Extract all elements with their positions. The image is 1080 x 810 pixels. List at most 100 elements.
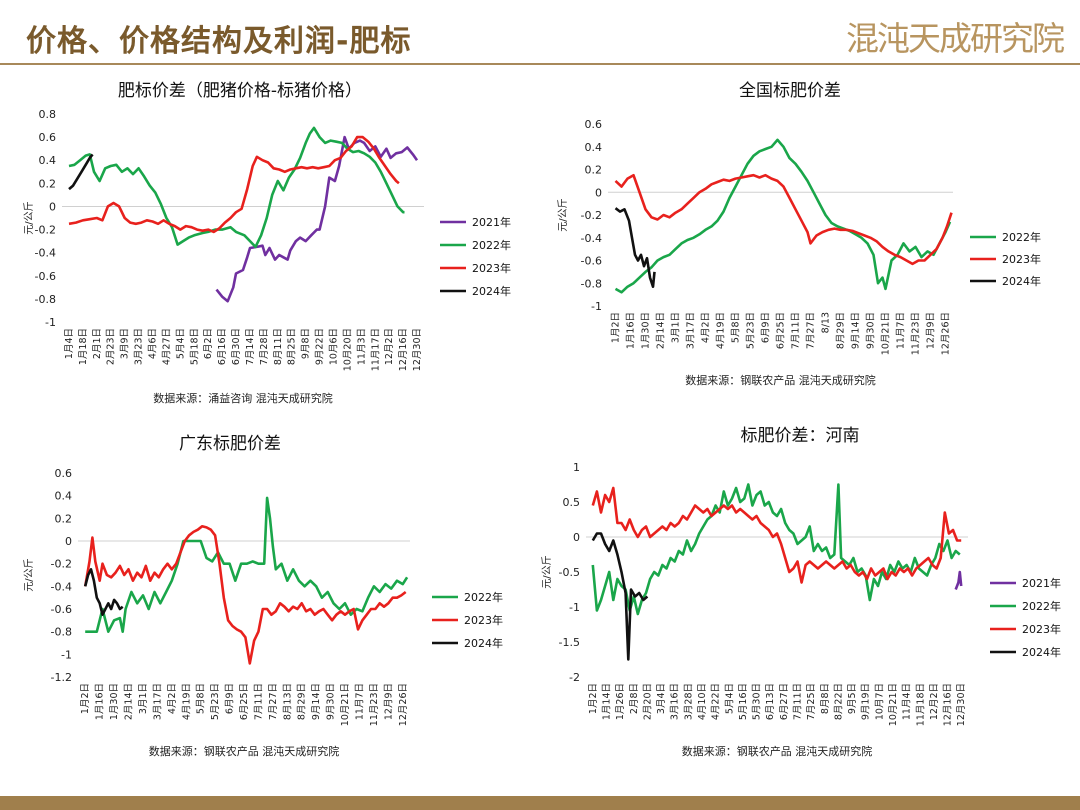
x-tick-label: 6月25日 bbox=[239, 683, 250, 720]
series-line-2023年 bbox=[83, 525, 407, 665]
y-tick-label: -1 bbox=[591, 300, 602, 313]
y-tick-label: -1 bbox=[61, 648, 72, 661]
legend-label: 2023年 bbox=[472, 261, 511, 275]
x-tick-label: 3月17日 bbox=[686, 312, 697, 349]
x-tick-label: 5月23日 bbox=[210, 683, 221, 720]
x-tick-label: 6月13日 bbox=[765, 683, 776, 720]
x-tick-label: 12月16日 bbox=[398, 328, 409, 371]
y-tick-label: -0.6 bbox=[35, 270, 56, 283]
x-tick-label: 3月4日 bbox=[656, 683, 667, 714]
x-tick-label: 8/13 bbox=[821, 312, 832, 333]
y-tick-label: 1 bbox=[573, 461, 580, 474]
x-tick-label: 7月11日 bbox=[253, 683, 264, 720]
y-tick-label: 0.2 bbox=[39, 177, 57, 190]
chart-source: 数据来源：钢联农产品 混沌天成研究院 bbox=[149, 744, 340, 758]
x-tick-label: 2月1日 bbox=[92, 328, 103, 359]
x-tick-label: 12月30日 bbox=[956, 683, 967, 726]
chart-title: 标肥价差：河南 bbox=[741, 426, 860, 446]
x-tick-label: 9月19日 bbox=[861, 683, 872, 720]
legend-label: 2021年 bbox=[472, 215, 511, 229]
chart-panel-guangdong-spread: 广东标肥价差 0.6 0.4 0.2 0 -0.2 -0.4 -0.6 -0.8 -1 -1.2 元/… bbox=[20, 425, 520, 770]
x-tick-label: 1月30日 bbox=[109, 683, 120, 720]
x-tick-label: 10月20日 bbox=[342, 328, 353, 371]
y-tick-label: -0.6 bbox=[581, 255, 602, 268]
x-tick-label: 1月2日 bbox=[611, 312, 622, 343]
y-tick-label: 0.6 bbox=[585, 118, 603, 131]
x-tick-label: 2月14日 bbox=[124, 683, 135, 720]
y-tick-label: 0.6 bbox=[39, 131, 57, 144]
x-tick-label: 3月17日 bbox=[152, 683, 163, 720]
page-title: 价格、价格结构及利润-肥标 bbox=[26, 24, 412, 59]
x-tick-label: 3月28日 bbox=[683, 683, 694, 720]
x-tick-label: 5月8日 bbox=[196, 683, 207, 714]
series-line-2024年 bbox=[68, 153, 94, 191]
chart-title: 肥标价差（肥猪价格-标猪价格） bbox=[118, 81, 362, 101]
y-tick-label: 0 bbox=[65, 535, 72, 548]
y-tick-label: -1 bbox=[569, 601, 580, 614]
x-tick-label: 8月8日 bbox=[820, 683, 831, 714]
x-tick-label: 12月26日 bbox=[398, 683, 409, 726]
x-tick-label: 4月22日 bbox=[711, 683, 722, 720]
x-tick-label: 5月23日 bbox=[746, 312, 757, 349]
y-tick-label: -0.4 bbox=[35, 247, 56, 260]
chart-panel-national-spread: 全国标肥价差 0.6 0.4 0.2 0 -0.2 -0.4 -0.6 -0.8 -1 元/公斤 1月… bbox=[550, 72, 1070, 412]
x-tick-label: 3月1日 bbox=[671, 312, 682, 343]
y-tick-label: -0.8 bbox=[581, 277, 602, 290]
x-tick-label: 3月16日 bbox=[670, 683, 681, 720]
x-tick-label: 3月23日 bbox=[134, 328, 145, 365]
x-tick-label: 7月11日 bbox=[792, 683, 803, 720]
x-tick-label: 10月6日 bbox=[329, 328, 340, 365]
chart-source: 数据来源：涌益咨询 混沌天成研究院 bbox=[153, 391, 333, 405]
x-tick-label: 11月7日 bbox=[354, 683, 365, 720]
legend-label: 2021年 bbox=[1022, 576, 1061, 590]
series-line-2024年 bbox=[83, 568, 124, 616]
header: 价格、价格结构及利润-肥标 混沌天成研究院 bbox=[0, 0, 1080, 64]
x-tick-label: 10月21日 bbox=[340, 683, 351, 726]
y-tick-label: 0.2 bbox=[55, 512, 73, 525]
series-line-2022年 bbox=[614, 138, 952, 294]
series-line-2023年 bbox=[591, 486, 962, 584]
x-tick-label: 6月9日 bbox=[225, 683, 236, 714]
y-tick-label: 0 bbox=[49, 200, 56, 213]
x-tick-label: 11月17日 bbox=[370, 328, 381, 371]
series-line-2024年 bbox=[614, 207, 656, 288]
y-tick-label: 0.4 bbox=[585, 141, 603, 154]
x-tick-label: 6月9日 bbox=[761, 312, 772, 343]
x-tick-label: 8月13日 bbox=[282, 683, 293, 720]
x-tick-label: 9月22日 bbox=[315, 328, 326, 365]
x-tick-label: 8月29日 bbox=[836, 312, 847, 349]
x-tick-label: 1月2日 bbox=[588, 683, 599, 714]
x-tick-label: 12月2日 bbox=[929, 683, 940, 720]
y-tick-label: 0.4 bbox=[39, 154, 57, 167]
y-tick-label: -0.2 bbox=[51, 558, 72, 571]
x-tick-label: 4月2日 bbox=[701, 312, 712, 343]
y-tick-label: -0.4 bbox=[51, 580, 72, 593]
x-tick-label: 11月18日 bbox=[915, 683, 926, 726]
x-tick-label: 4月19日 bbox=[181, 683, 192, 720]
x-tick-label: 11月4日 bbox=[902, 683, 913, 720]
x-tick-label: 9月14日 bbox=[311, 683, 322, 720]
x-tick-label: 12月30日 bbox=[412, 328, 423, 371]
y-tick-label: -2 bbox=[569, 671, 580, 684]
x-tick-label: 5月18日 bbox=[189, 328, 200, 365]
x-tick-label: 12月9日 bbox=[926, 312, 937, 349]
legend-label: 2022年 bbox=[464, 590, 503, 604]
y-tick-label: 0 bbox=[595, 186, 602, 199]
chart-title: 广东标肥价差 bbox=[179, 434, 281, 454]
y-axis-label: 元/公斤 bbox=[541, 555, 553, 588]
legend-label: 2022年 bbox=[1022, 599, 1061, 613]
x-tick-label: 5月30日 bbox=[752, 683, 763, 720]
y-tick-label: -0.6 bbox=[51, 603, 72, 616]
x-tick-label: 10月7日 bbox=[874, 683, 885, 720]
series-line-2022年 bbox=[68, 126, 405, 249]
x-tick-label: 8月22日 bbox=[833, 683, 844, 720]
x-tick-label: 9月5日 bbox=[847, 683, 858, 714]
series-line-2021年 bbox=[954, 570, 963, 590]
x-tick-label: 6月2日 bbox=[203, 328, 214, 359]
y-tick-label: -0.4 bbox=[581, 232, 602, 245]
x-tick-label: 7月11日 bbox=[791, 312, 802, 349]
logo: 混沌天成研究院 bbox=[846, 8, 1065, 58]
series-line-2021年 bbox=[215, 135, 419, 303]
y-tick-label: -1 bbox=[45, 316, 56, 329]
legend-label: 2024年 bbox=[464, 636, 503, 650]
